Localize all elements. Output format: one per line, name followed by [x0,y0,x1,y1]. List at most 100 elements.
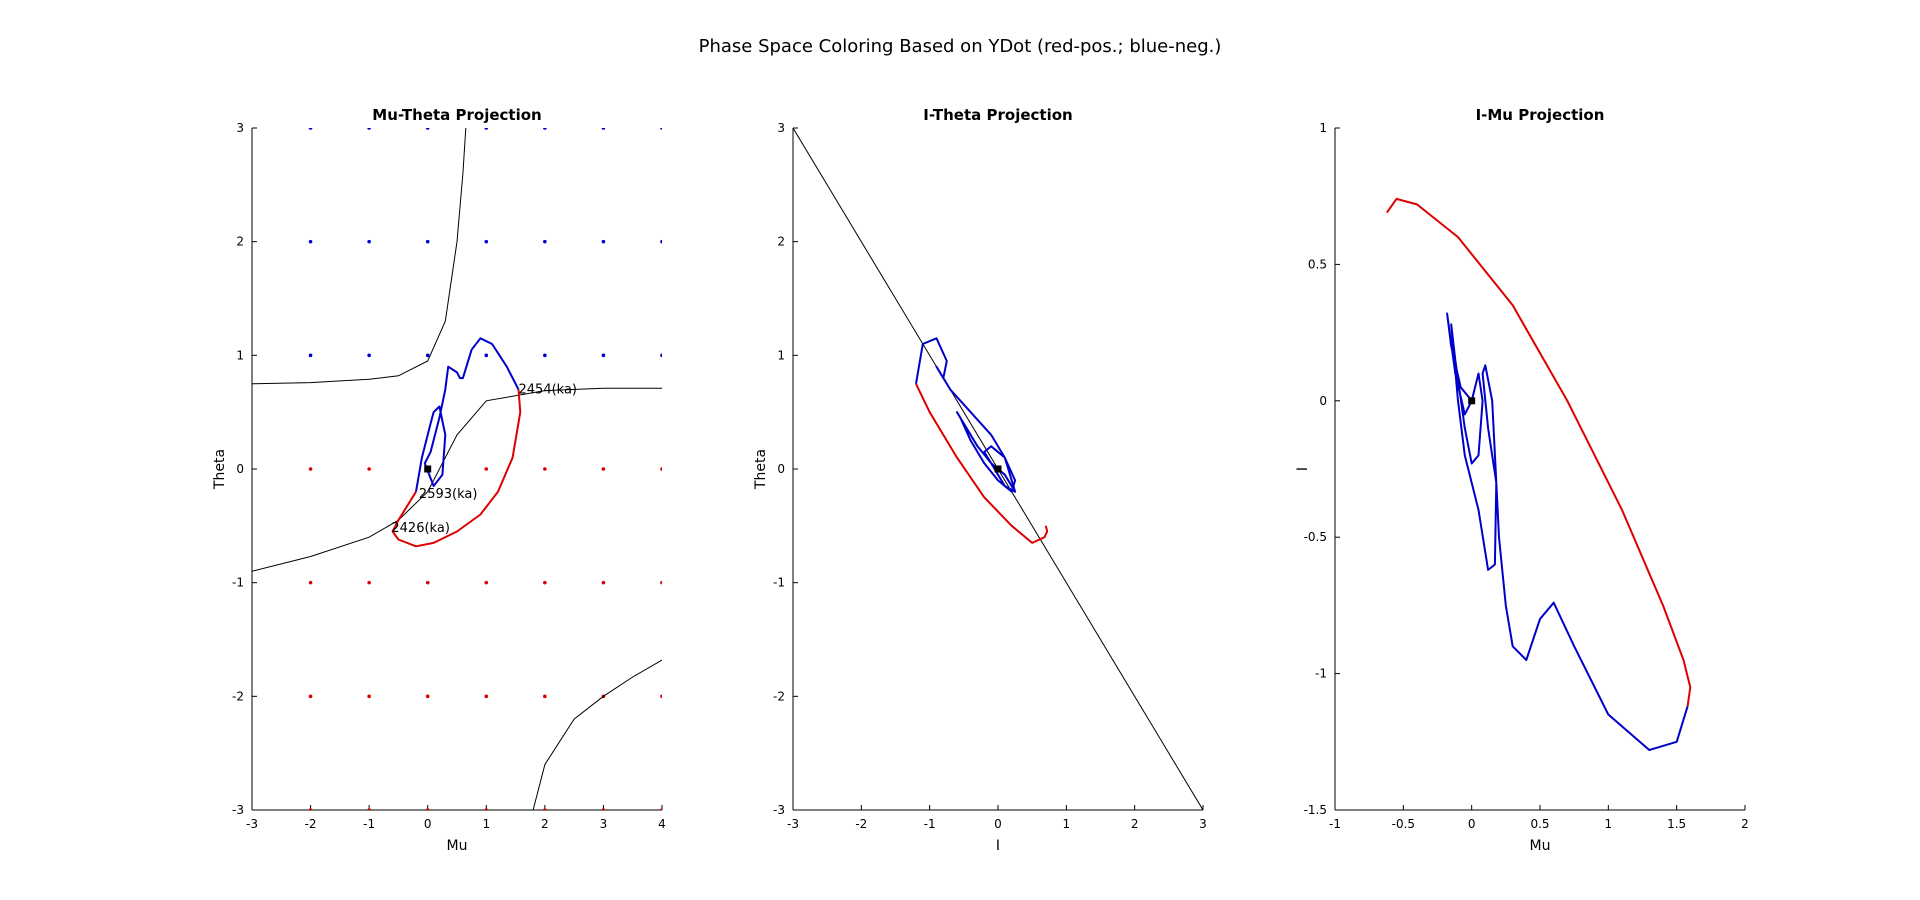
y-tick-label: 0 [236,462,244,476]
field-dot [543,694,547,699]
field-dot [660,694,662,699]
equilibrium-marker [994,465,1002,473]
y-tick-label: -1 [232,576,244,590]
field-dot [367,128,371,130]
trajectory-negative [415,337,520,492]
panels: -3 -2 -1 0 1 2 3 4 -3 -2 -1 0 1 2 3 Mu-Theta Projection… [212,106,1749,854]
x-tick-label: -1 [1329,817,1341,831]
y-axis-label: Theta [753,449,769,490]
field-dot [484,808,489,810]
y-tick-label: 3 [777,121,785,135]
field-dot [367,580,371,585]
x-tick-label: -2 [855,817,867,831]
field-dot [308,467,313,471]
field-dot [601,467,606,471]
panel-title: Mu-Theta Projection [372,106,541,124]
panel-2: -3 -2 -1 0 1 2 3 -3 -2 -1 0 1 2 3 I-Theta Projection I T… [753,106,1207,854]
x-tick-label: 3 [1199,817,1207,831]
y-tick-label: 0 [777,462,785,476]
field-dot [484,467,489,471]
time-annotation: 2454(ka) [519,382,578,397]
x-tick-label: -2 [305,817,317,831]
field-dot [484,239,489,244]
plot-area [252,128,662,810]
y-axis-label: Theta [212,449,228,490]
y-tick-label: -1 [1315,667,1327,681]
x-tick-label: 0 [994,817,1002,831]
x-tick-label: 0.5 [1530,817,1549,831]
field-dot [543,808,547,810]
field-dot [425,694,430,699]
equilibrium-marker [1468,397,1476,405]
field-dot [660,353,662,358]
x-axis-label: Mu [1530,838,1551,854]
y-tick-label: 2 [777,235,785,249]
field-dot [425,580,430,585]
field-dot [308,694,313,699]
x-tick-label: 1 [1063,817,1071,831]
field-dot [484,353,489,358]
x-tick-label: 0 [1468,817,1476,831]
x-tick-label: 2 [541,817,549,831]
field-dot [484,580,489,585]
x-tick-label: 0 [424,817,432,831]
field-dot [367,694,371,699]
field-dot [308,128,313,130]
y-tick-label: -1 [773,576,785,590]
plot-area [1386,197,1692,751]
field-dot [308,580,313,585]
x-axis-label: I [996,838,1000,854]
x-tick-label: -3 [246,817,258,831]
y-tick-label: 3 [236,121,244,135]
y-tick-label: 0 [1319,394,1327,408]
panel-3: -1 -0.5 0 0.5 1 1.5 2-1.5-1-0.500.51I-Mu Proje… [1295,106,1749,854]
plot-area [793,128,1203,810]
field-dot [425,128,430,130]
y-tick-label: 1 [236,348,244,362]
x-tick-label: -0.5 [1392,817,1415,831]
field-dot [367,467,371,471]
field-dot [308,239,313,244]
figure-title: Phase Space Coloring Based on YDot (red-… [699,36,1222,57]
x-tick-label: 2 [1741,817,1749,831]
time-annotation: 2593(ka) [419,487,478,502]
x-axis-label: Mu [447,838,468,854]
y-tick-label: -1.5 [1304,803,1327,817]
field-dot [543,467,547,471]
y-tick-label: 1 [1319,121,1327,135]
x-tick-label: 4 [658,817,666,831]
field-dot [484,128,489,130]
field-dot [601,239,606,244]
trajectory-positive [915,383,1049,544]
y-tick-label: -0.5 [1304,530,1327,544]
field-dot [543,580,547,585]
x-tick-label: 1 [482,817,490,831]
panel-1: -3 -2 -1 0 1 2 3 4 -3 -2 -1 0 1 2 3 Mu-Theta Projection… [212,106,666,854]
x-tick-label: 1.5 [1667,817,1686,831]
field-dot [660,580,662,585]
trajectory-negative [1446,312,1689,751]
field-dot [425,808,430,810]
trajectory-negative [915,337,1017,493]
field-dot [601,128,606,130]
x-tick-label: 3 [600,817,608,831]
field-dot [425,353,430,358]
y-tick-label: -2 [773,689,785,703]
field-dot [660,239,662,244]
nullcline-curve [532,659,662,810]
field-dot [543,239,547,244]
y-tick-label: -2 [232,689,244,703]
y-tick-label: 0.5 [1308,257,1327,271]
nullcline-curve [252,128,467,385]
trajectory-positive [391,389,522,548]
y-axis-label: I [1295,467,1311,471]
y-tick-label: 1 [777,348,785,362]
field-dot [601,808,606,810]
field-dot [367,239,371,244]
x-tick-label: 2 [1131,817,1139,831]
panel-title: I-Mu Projection [1476,106,1605,124]
field-dot [660,128,662,130]
field-dot [660,467,662,471]
equilibrium-marker [424,465,432,473]
